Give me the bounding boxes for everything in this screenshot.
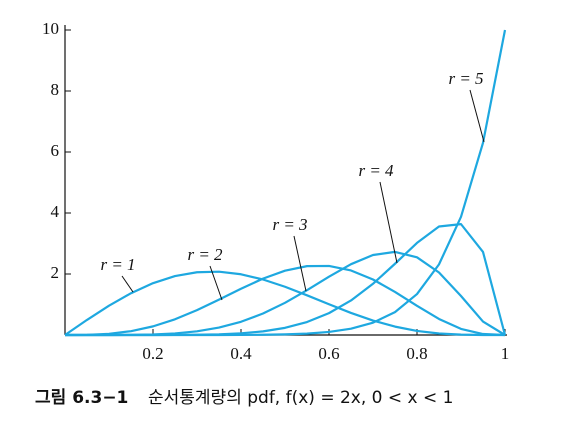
annotation-leader [209, 265, 223, 301]
y-tick-label: 2 [51, 263, 60, 282]
y-tick-label: 4 [51, 202, 60, 221]
annotation-leader [293, 235, 307, 292]
series-label: r = 1 [100, 255, 135, 274]
series-label: r = 4 [358, 161, 394, 180]
annotation-leader [469, 89, 485, 143]
series-label: r = 3 [272, 215, 307, 234]
x-tick-label: 0.8 [406, 344, 427, 363]
chart-title: 순서통계량의 pdf, f(x) = 2x, 0 < x < 1 [148, 388, 453, 408]
x-tick-label: 0.6 [318, 344, 339, 363]
x-tick-label: 0.4 [230, 344, 252, 363]
figure-label: 그림 6.3−1 [35, 388, 128, 408]
series-line [65, 29, 507, 337]
annotation-leader [121, 275, 134, 293]
series-label: r = 5 [448, 69, 483, 88]
y-tick-label: 10 [42, 19, 59, 38]
y-tick-label: 8 [51, 80, 60, 99]
series-label: r = 2 [187, 245, 223, 264]
series-line [64, 264, 506, 337]
x-tick-label: 1 [501, 344, 510, 363]
x-tick-label: 0.2 [142, 344, 163, 363]
y-tick-label: 6 [51, 141, 60, 160]
series-line [64, 270, 506, 337]
annotation-leader [379, 181, 398, 264]
